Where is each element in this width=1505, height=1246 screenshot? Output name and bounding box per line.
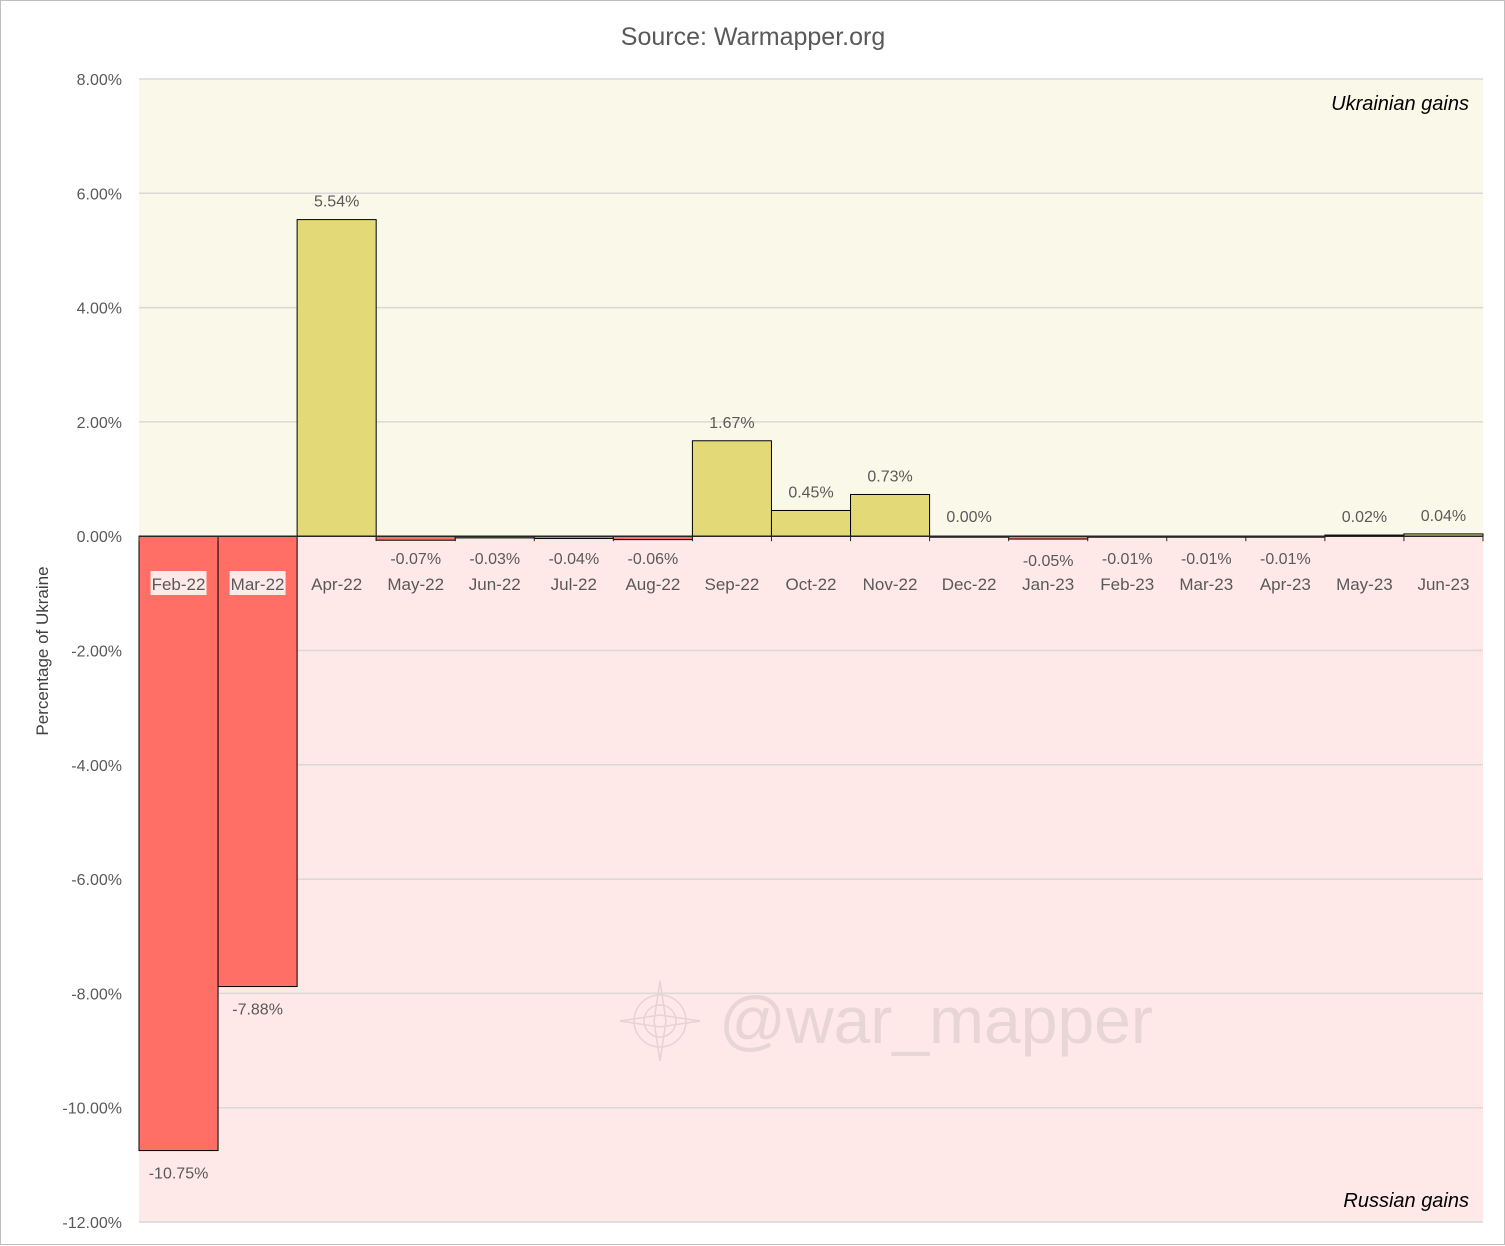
category-label-background — [229, 571, 286, 595]
bar-apr-22 — [296, 219, 377, 537]
x-tick-label: May-23 — [1336, 575, 1393, 594]
y-tick-label: -12.00% — [62, 1215, 122, 1232]
data-label: 0.73% — [867, 468, 912, 485]
annotation-russian-gains: Russian gains — [1343, 1190, 1469, 1212]
compass-rose-icon — [619, 980, 701, 1062]
watermark: @war_mapper — [719, 983, 1153, 1057]
data-label: 0.45% — [788, 484, 833, 501]
x-tick-label: Sep-22 — [705, 575, 760, 594]
data-label: -0.01% — [1260, 551, 1311, 568]
x-tick-label: Nov-22 — [863, 575, 918, 594]
data-label: 5.54% — [314, 194, 359, 211]
y-tick-label: 0.00% — [77, 529, 122, 546]
x-tick-label: Apr-22 — [311, 575, 362, 594]
bar-oct-22 — [770, 509, 852, 537]
data-label: -0.06% — [628, 551, 679, 568]
data-label: -7.88% — [232, 1002, 283, 1019]
x-tick-label: Jul-22 — [551, 575, 597, 594]
y-tick-label: 8.00% — [77, 72, 122, 89]
data-label: -0.04% — [548, 551, 599, 568]
data-label: -0.03% — [469, 551, 520, 568]
y-tick-label: -10.00% — [62, 1101, 122, 1118]
data-label: 0.00% — [946, 509, 991, 526]
bar-nov-22 — [850, 493, 931, 537]
bar-feb-22 — [138, 535, 219, 1152]
data-label: 0.02% — [1342, 509, 1387, 526]
y-tick-label: 6.00% — [77, 186, 122, 203]
x-tick-label: Aug-22 — [625, 575, 680, 594]
bar-mar-22 — [217, 535, 298, 988]
x-tick-label: Jan-23 — [1022, 575, 1074, 594]
data-label: -0.07% — [390, 551, 441, 568]
data-label: 1.67% — [709, 415, 754, 432]
x-tick-label: Jun-23 — [1417, 575, 1469, 594]
y-tick-label: 4.00% — [77, 301, 122, 318]
x-tick-label: May-22 — [387, 575, 444, 594]
x-tick-label: Feb-22 — [152, 575, 206, 594]
data-label: -0.01% — [1102, 551, 1153, 568]
bar-sep-22 — [691, 440, 772, 537]
x-tick-label: Mar-23 — [1179, 575, 1233, 594]
category-label-background — [150, 571, 207, 595]
data-label: -0.01% — [1181, 551, 1232, 568]
y-tick-label: -2.00% — [71, 644, 122, 661]
chart-title: Source: Warmapper.org — [621, 23, 885, 51]
y-tick-label: 2.00% — [77, 415, 122, 432]
x-tick-label: Feb-23 — [1100, 575, 1154, 594]
x-tick-label: Dec-22 — [942, 575, 997, 594]
x-tick-label: Oct-22 — [785, 575, 836, 594]
y-axis-label: Percentage of Ukraine — [33, 566, 52, 735]
x-tick-label: Apr-23 — [1260, 575, 1311, 594]
y-tick-label: -8.00% — [71, 986, 122, 1003]
x-tick-label: Jun-22 — [469, 575, 521, 594]
x-tick-label: Mar-22 — [231, 575, 285, 594]
data-label: -0.05% — [1023, 553, 1074, 570]
annotation-ukrainian-gains: Ukrainian gains — [1331, 93, 1469, 115]
y-tick-label: -6.00% — [71, 872, 122, 889]
y-tick-label: -4.00% — [71, 758, 122, 775]
data-label: -10.75% — [149, 1166, 209, 1183]
data-label: 0.04% — [1421, 508, 1466, 525]
